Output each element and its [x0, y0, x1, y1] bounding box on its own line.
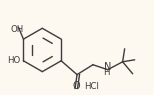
Text: HCl: HCl	[84, 82, 99, 91]
Text: HO: HO	[7, 56, 20, 65]
Text: O: O	[72, 81, 80, 91]
Text: H: H	[103, 68, 110, 77]
Text: OH: OH	[11, 25, 24, 34]
Text: N: N	[104, 62, 111, 72]
